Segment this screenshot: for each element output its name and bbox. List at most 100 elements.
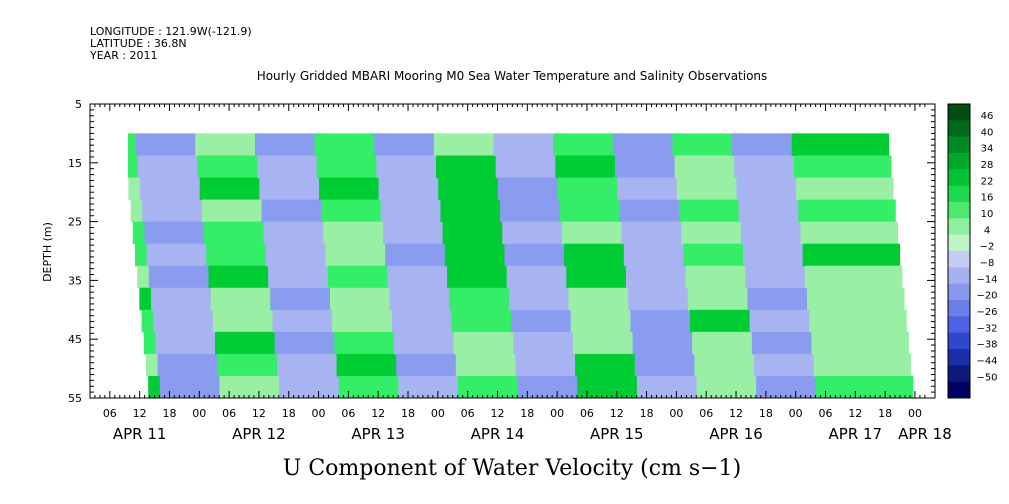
x-hour-label: 06 [222,407,236,420]
heatmap-cell [743,243,811,267]
heatmap-cell [451,309,520,333]
heatmap-cell [681,221,749,245]
heatmap-cell [809,309,907,333]
heatmap-cell [208,265,277,289]
heatmap-cell [215,331,283,355]
chart-caption: U Component of Water Velocity (cm s−1) [283,456,741,481]
x-hour-label: 06 [580,407,594,420]
colorbar-label: −32 [976,323,997,334]
x-axis: 06 12 18 00 06 12 18 00 06 12 18 00 06 12 18 00 06 12 18 00… [94,104,952,443]
heatmap-cell [736,177,805,201]
heatmap-cell [148,265,217,289]
heatmap-cell [396,353,464,377]
heatmap-cell [517,375,586,399]
heatmap-cell [495,155,564,178]
heatmap-cell [265,243,334,267]
heatmap-cell [572,331,641,355]
heatmap-field [128,133,914,399]
heatmap-cell [570,309,639,333]
heatmap-cell [442,221,511,245]
heatmap-cell [566,265,634,289]
colorbar-swatch [948,104,970,121]
heatmap-cell [497,177,566,201]
heatmap-cell [153,309,221,333]
heatmap-cell [332,309,400,333]
colorbar-swatch [948,234,970,252]
colorbar-swatch [948,153,970,170]
x-day-label: APR 15 [590,425,644,443]
heatmap-cell [438,177,506,201]
heatmap-cell [575,353,643,377]
x-day-label: APR 13 [351,425,405,443]
x-hour-label: 18 [282,407,296,420]
x-day-label: APR 17 [829,425,883,443]
colorbar-swatch [948,251,970,268]
heatmap-cell [398,375,467,399]
heatmap-cell [676,177,745,201]
heatmap-cell [612,133,681,156]
colorbar-swatch [948,202,970,219]
heatmap-cell [146,243,215,267]
heatmap-cell [754,353,822,377]
heatmap-cell [338,375,407,399]
x-hour-label: 06 [103,407,117,420]
heatmap-cell [734,155,802,178]
heatmap-cell [614,155,683,178]
heatmap-cell [157,353,226,377]
heatmap-cell [807,287,905,311]
heatmap-cell [683,243,752,267]
x-hour-label: 18 [401,407,415,420]
heatmap-cell [135,133,204,156]
longitude-label: LONGITUDE : 121.9W(-121.9) [90,25,252,38]
heatmap-cell [679,199,747,223]
x-hour-label: 06 [341,407,355,420]
heatmap-cell [217,353,285,377]
heatmap-cell [453,331,522,355]
heatmap-cell [802,243,901,267]
heatmap-cell [747,287,816,311]
heatmap-cell [561,221,630,245]
colorbar-label: −14 [976,274,997,285]
heatmap-cell [140,177,208,201]
heatmap-cell [210,287,279,311]
x-hour-label: 12 [252,407,266,420]
heatmap-cell [374,133,442,156]
heatmap-cell [515,353,584,377]
heatmap-cell [692,331,760,355]
y-axis: 5 15 25 35 45 55 [68,98,935,405]
heatmap-cell [687,287,756,311]
y-axis-label: DEPTH (m) [41,222,54,282]
colorbar-label: −8 [980,258,995,269]
heatmap-cell [334,331,402,355]
heatmap-cell [749,309,818,333]
colorbar-label: 28 [981,160,994,171]
heatmap-cell [314,133,383,156]
x-hour-label: 06 [461,407,475,420]
colorbar-swatch [948,136,970,154]
heatmap-cell [447,265,515,289]
heatmap-cell [321,199,389,223]
heatmap-cell [500,199,568,223]
heatmap-cell [625,265,694,289]
latitude-label: LATITUDE : 36.8N [90,37,187,50]
colorbar-label: −44 [976,356,997,367]
heatmap-cell [155,331,224,355]
x-hour-label: 00 [550,407,564,420]
heatmap-cell [458,375,526,399]
heatmap-cell [502,221,570,245]
colorbar-label: −38 [976,340,997,351]
heatmap-cell [511,309,579,333]
heatmap-cell [206,243,274,267]
heatmap-cell [261,199,330,223]
heatmap-cell [440,199,509,223]
heatmap-cell [270,287,338,311]
heatmap-cell [636,375,705,399]
heatmap-cell [577,375,645,399]
heatmap-cell [257,155,325,178]
colorbar-label: 34 [981,144,994,155]
y-tick-label: 15 [68,157,82,170]
heatmap-cell [199,177,268,201]
heatmap-cell [559,199,628,223]
heatmap-cell [259,177,327,201]
heatmap-cell [316,155,385,178]
